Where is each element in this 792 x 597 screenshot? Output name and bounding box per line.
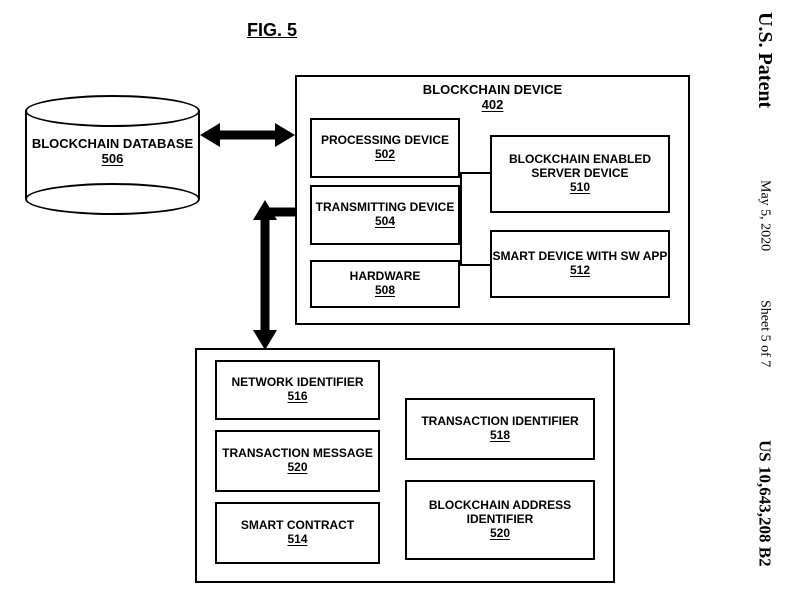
sidebar-date: May 5, 2020: [757, 180, 773, 251]
box-transmitting-device: TRANSMITTING DEVICE 504: [310, 185, 460, 245]
box-transaction-identifier: TRANSACTION IDENTIFIER 518: [405, 398, 595, 460]
bracket-hardware-link: [460, 172, 490, 266]
patent-figure-page: U.S. Patent May 5, 2020 Sheet 5 of 7 US …: [0, 0, 792, 597]
box-smart-device: SMART DEVICE WITH SW APP 512: [490, 230, 670, 298]
cylinder-database: BLOCKCHAIN DATABASE 506: [25, 95, 200, 215]
sidebar-docnum: US 10,643,208 B2: [755, 440, 775, 567]
arrow-db-to-device: [200, 120, 295, 150]
arrow-stub-top: [265, 200, 297, 220]
box-blockchain-device-title: BLOCKCHAIN DEVICE 402: [423, 83, 562, 113]
sidebar-sheet: Sheet 5 of 7: [757, 300, 773, 367]
arrow-device-to-group: [250, 200, 280, 350]
figure-title: FIG. 5: [247, 20, 297, 41]
cylinder-ref: 506: [102, 151, 124, 166]
cylinder-label: BLOCKCHAIN DATABASE: [32, 136, 193, 151]
box-server-device: BLOCKCHAIN ENABLED SERVER DEVICE 510: [490, 135, 670, 213]
patent-sidebar: U.S. Patent May 5, 2020 Sheet 5 of 7 US …: [737, 0, 792, 597]
box-hardware: HARDWARE 508: [310, 260, 460, 308]
box-address-identifier: BLOCKCHAIN ADDRESS IDENTIFIER 520: [405, 480, 595, 560]
box-transaction-message: TRANSACTION MESSAGE 520: [215, 430, 380, 492]
box-network-identifier: NETWORK IDENTIFIER 516: [215, 360, 380, 420]
sidebar-owner: U.S. Patent: [753, 12, 776, 108]
box-processing-device: PROCESSING DEVICE 502: [310, 118, 460, 178]
box-smart-contract: SMART CONTRACT 514: [215, 502, 380, 564]
